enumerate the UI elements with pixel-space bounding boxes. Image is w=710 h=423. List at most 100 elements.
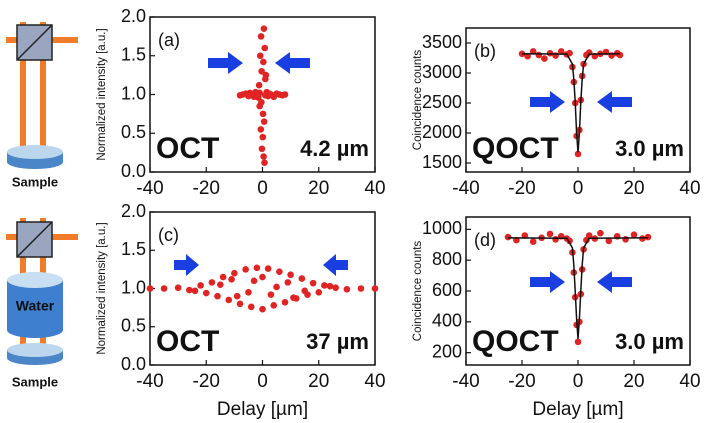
data-point	[259, 273, 266, 281]
data-point	[326, 282, 334, 290]
data-point	[258, 67, 265, 75]
arrow	[323, 254, 348, 276]
fit-line	[507, 237, 649, 339]
arrow	[530, 271, 565, 293]
y-tick-label: 0.5	[121, 316, 146, 336]
panel-label: (b)	[474, 41, 496, 61]
data-point	[630, 231, 638, 239]
x-axis-label: Delay [µm]	[532, 399, 623, 420]
x-tick-label: -40	[136, 371, 163, 392]
x-tick-label: 20	[308, 178, 329, 199]
y-tick-label: 1500	[422, 152, 462, 172]
data-point	[257, 33, 265, 40]
data-point	[273, 283, 280, 291]
data-point	[257, 126, 265, 133]
y-axis-label: Normalized intensity [a.u.]	[96, 222, 108, 354]
data-point	[174, 284, 182, 292]
arrows	[174, 52, 632, 293]
data-point	[242, 266, 249, 273]
splitter-diagonal	[16, 24, 53, 61]
y-tick-label: 2.0	[121, 201, 146, 221]
beam	[40, 22, 46, 152]
data-point	[259, 133, 267, 141]
data-point	[298, 275, 306, 282]
data-point	[197, 282, 204, 289]
data-point	[529, 238, 537, 245]
data-point	[255, 81, 263, 89]
data-point	[504, 233, 512, 241]
x-tick-label: 0	[257, 178, 268, 199]
data-point	[214, 292, 221, 300]
y-tick-label: 400	[432, 311, 462, 331]
data-point	[262, 71, 270, 79]
data-point	[290, 294, 297, 301]
panel-label: (d)	[474, 230, 496, 250]
data-point	[261, 44, 269, 52]
method-label: QOCT	[472, 132, 559, 165]
x-tick-label: -40	[452, 371, 479, 392]
data-point	[191, 287, 199, 295]
y-tick-label: 800	[432, 249, 462, 269]
data-point	[259, 305, 266, 313]
water-label: Water	[16, 298, 55, 314]
panel-label: (a)	[158, 30, 180, 50]
y-tick-label: 1.0	[121, 277, 146, 297]
x-tick-label: 20	[308, 371, 329, 392]
data-point	[186, 286, 193, 294]
data-point	[597, 229, 604, 237]
data-point	[281, 91, 289, 98]
arrow	[174, 254, 199, 276]
resolution-label: 4.2 µm	[300, 136, 369, 161]
schematic-bottom: Water Sample	[6, 218, 78, 389]
sample-label: Sample	[12, 374, 58, 389]
y-tick-label: 1.5	[121, 45, 146, 65]
data-point	[287, 271, 294, 279]
data-point	[332, 284, 339, 292]
arrow	[597, 91, 632, 113]
data-point	[228, 276, 235, 283]
data-point	[644, 233, 652, 241]
x-tick-label: 40	[679, 371, 700, 392]
data-point	[574, 338, 582, 346]
y-axis-label: Coincidence counts	[412, 50, 424, 151]
y-tick-label: 600	[432, 280, 462, 300]
x-tick-label: -40	[136, 178, 163, 199]
data-point	[301, 287, 308, 295]
water-cylinder	[7, 280, 63, 338]
arrow	[275, 52, 310, 74]
data-point	[552, 236, 559, 243]
water-top	[7, 272, 63, 288]
data-point	[321, 282, 328, 289]
x-tick-label: -20	[193, 371, 220, 392]
data-point	[541, 55, 548, 62]
y-tick-label: 200	[432, 341, 462, 361]
data-point	[546, 49, 554, 57]
data-point	[258, 98, 265, 106]
x-tick-label: 0	[573, 371, 584, 392]
data-point	[233, 292, 241, 300]
data-point	[260, 118, 268, 125]
x-tick-label: 40	[364, 178, 385, 199]
data-point	[259, 110, 267, 118]
data-point	[281, 298, 289, 306]
sample-top	[7, 145, 63, 159]
data-point	[371, 285, 379, 292]
data-point	[236, 300, 244, 308]
data-point	[616, 51, 624, 59]
data-point	[284, 279, 292, 286]
y-tick-label: 1.0	[121, 83, 146, 103]
y-tick-label: 2500	[422, 92, 462, 112]
sample-top	[7, 343, 63, 357]
data-point	[208, 279, 216, 286]
arrow	[208, 52, 243, 74]
data-point	[622, 236, 629, 243]
data-point	[521, 232, 529, 239]
data-point	[276, 268, 283, 275]
data-point	[253, 264, 261, 272]
data-point	[315, 289, 323, 296]
data-point	[146, 285, 154, 292]
x-tick-label: 0	[573, 178, 584, 199]
y-tick-label: 1.5	[121, 239, 146, 259]
data-point	[219, 273, 227, 281]
